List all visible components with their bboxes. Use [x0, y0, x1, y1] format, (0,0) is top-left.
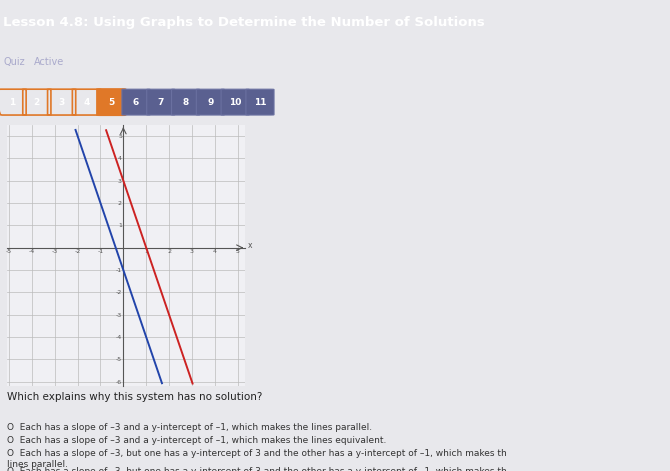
FancyBboxPatch shape — [196, 89, 224, 115]
FancyBboxPatch shape — [122, 89, 150, 115]
Text: 7: 7 — [157, 97, 164, 106]
Text: Lesson 4.8: Using Graphs to Determine the Number of Solutions: Lesson 4.8: Using Graphs to Determine th… — [3, 16, 485, 29]
FancyBboxPatch shape — [246, 89, 274, 115]
Text: 11: 11 — [254, 97, 266, 106]
Text: 3: 3 — [58, 97, 65, 106]
Text: Quiz: Quiz — [3, 57, 25, 67]
Text: 5: 5 — [108, 97, 115, 106]
Text: Which explains why this system has no solution?: Which explains why this system has no so… — [7, 392, 262, 402]
Text: O  Each has a slope of –3 and a y-intercept of –1, which makes the lines equival: O Each has a slope of –3 and a y-interce… — [7, 436, 386, 445]
Text: 9: 9 — [207, 97, 214, 106]
Text: O  Each has a slope of –3, but one has a y-intercept of 3 and the other has a y-: O Each has a slope of –3, but one has a … — [7, 449, 507, 469]
Text: 2: 2 — [34, 97, 40, 106]
Text: 4: 4 — [83, 97, 90, 106]
FancyBboxPatch shape — [97, 89, 125, 115]
FancyBboxPatch shape — [172, 89, 200, 115]
Text: 10: 10 — [229, 97, 241, 106]
Text: O  Each has a slope of –3, but one has a y-intercept of 3 and the other has a y-: O Each has a slope of –3, but one has a … — [7, 467, 507, 471]
Text: O  Each has a slope of –3 and a y-intercept of –1, which makes the lines paralle: O Each has a slope of –3 and a y-interce… — [7, 423, 372, 432]
Text: x: x — [247, 241, 252, 250]
FancyBboxPatch shape — [221, 89, 249, 115]
Text: 6: 6 — [133, 97, 139, 106]
Text: 1: 1 — [9, 97, 15, 106]
Text: 8: 8 — [182, 97, 189, 106]
FancyBboxPatch shape — [147, 89, 175, 115]
Text: Active: Active — [34, 57, 64, 67]
